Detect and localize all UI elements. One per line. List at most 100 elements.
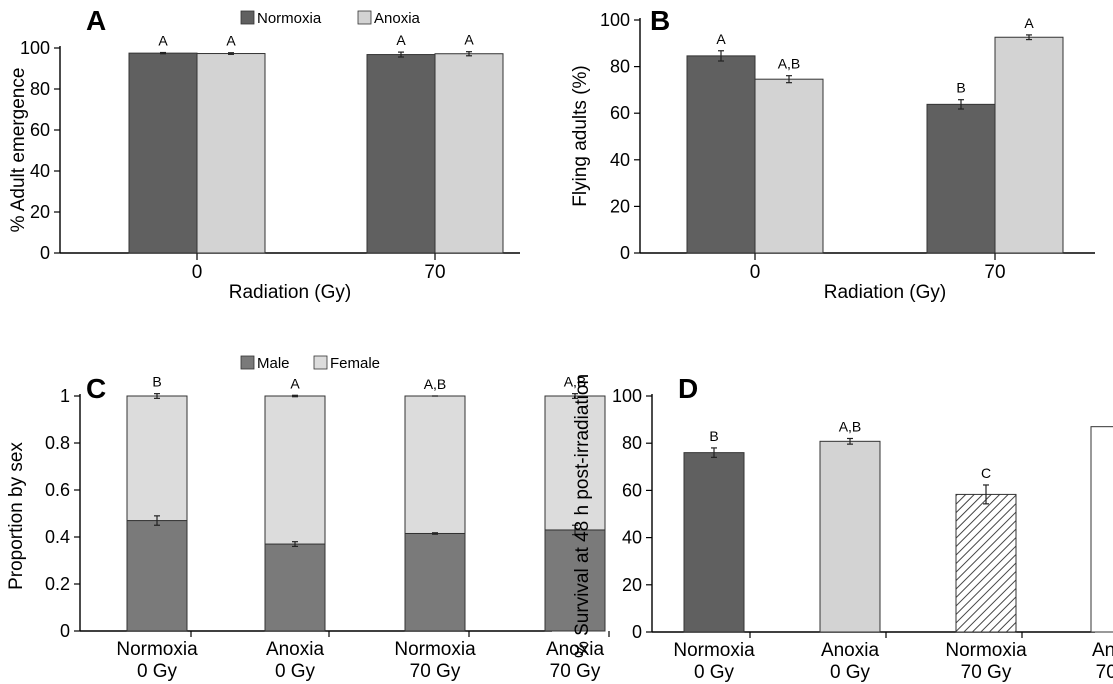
significance-label: A,B xyxy=(839,418,862,434)
y-tick-label: 80 xyxy=(30,79,50,99)
x-tick-label-line1: Anoxia xyxy=(821,640,880,661)
y-tick-label: 0 xyxy=(60,621,70,641)
x-tick-label-line1: Normoxia xyxy=(116,639,198,660)
panel-label: D xyxy=(678,373,698,404)
legend-label: Anoxia xyxy=(374,10,421,27)
bar xyxy=(1090,426,1113,633)
significance-label: A,B xyxy=(424,376,447,392)
panel-label: C xyxy=(86,373,106,404)
y-tick-label: 40 xyxy=(610,150,630,170)
y-tick-label: 0.2 xyxy=(45,574,70,594)
x-tick-label-line2: 70 Gy xyxy=(410,661,461,682)
y-tick-label: 20 xyxy=(622,575,642,595)
bar-male xyxy=(126,520,188,632)
bar xyxy=(926,103,996,254)
x-tick-label-line2: 0 Gy xyxy=(694,662,735,683)
y-tick-label: 40 xyxy=(622,528,642,548)
y-tick-label: 60 xyxy=(622,480,642,500)
x-tick-label: 0 xyxy=(192,262,203,283)
significance-label: A xyxy=(158,33,168,49)
y-tick-label: 20 xyxy=(30,202,50,222)
x-tick-label-line1: Normoxia xyxy=(673,640,755,661)
bar xyxy=(955,493,1017,633)
bar xyxy=(754,78,824,254)
legend-label: Normoxia xyxy=(257,10,322,27)
x-tick-label-line1: Normoxia xyxy=(394,639,476,660)
panel-label: B xyxy=(650,5,670,36)
x-tick-label: 0 xyxy=(750,262,761,283)
y-tick-label: 0 xyxy=(40,243,50,263)
y-tick-label: 60 xyxy=(30,120,50,140)
bar xyxy=(683,452,745,633)
bar-male xyxy=(404,532,466,632)
x-tick-label-line2: 70 Gy xyxy=(1096,662,1113,683)
y-tick-label: 60 xyxy=(610,103,630,123)
x-tick-label-line2: 0 Gy xyxy=(275,661,316,682)
legend-swatch xyxy=(240,10,255,25)
panel-b: 0 20 40 60 80 100 0 A A,B 70 B A Radiation (Gy) Flyin… xyxy=(570,5,1095,303)
significance-label: C xyxy=(981,465,991,481)
bar xyxy=(819,440,881,633)
bar-male xyxy=(264,543,326,632)
y-tick-label: 1 xyxy=(60,386,70,406)
legend-swatch xyxy=(240,355,255,370)
bar-female xyxy=(544,395,606,531)
significance-label: A xyxy=(290,375,300,391)
panel-label: A xyxy=(86,5,106,36)
y-tick-label: 20 xyxy=(610,196,630,216)
significance-label: A xyxy=(396,32,406,48)
x-tick-label-line1: Anoxia xyxy=(546,639,605,660)
bar-female xyxy=(126,395,188,522)
x-tick-label-line2: 0 Gy xyxy=(137,661,178,682)
significance-label: B xyxy=(152,374,161,390)
y-tick-label: 0.6 xyxy=(45,480,70,500)
y-tick-label: 0 xyxy=(632,622,642,642)
y-tick-label: 100 xyxy=(612,386,642,406)
bar xyxy=(128,52,198,254)
y-tick-label: 0.8 xyxy=(45,433,70,453)
bar xyxy=(366,54,436,254)
y-tick-label: 80 xyxy=(610,57,630,77)
x-axis-title: Radiation (Gy) xyxy=(229,282,352,303)
bar xyxy=(686,55,756,254)
y-tick-label: 0 xyxy=(620,243,630,263)
x-tick-label-line2: 0 Gy xyxy=(830,662,871,683)
significance-label: A xyxy=(464,32,474,48)
y-tick-label: 100 xyxy=(600,10,630,30)
bar-female xyxy=(404,395,466,534)
x-tick-label-line2: 70 Gy xyxy=(961,662,1012,683)
significance-label: A,B xyxy=(564,374,587,390)
x-axis-title: Radiation (Gy) xyxy=(824,282,947,303)
legend-label: Male xyxy=(257,355,290,372)
y-tick-label: 40 xyxy=(30,161,50,181)
legend-swatch xyxy=(313,355,328,370)
y-tick-label: 0.4 xyxy=(45,527,70,547)
x-tick-label: 70 xyxy=(424,262,445,283)
significance-label: B xyxy=(709,428,718,444)
significance-label: A xyxy=(716,31,726,47)
bar-female xyxy=(264,395,326,545)
y-axis-title: Proportion by sex xyxy=(6,442,27,590)
bar-male xyxy=(544,529,606,632)
legend-swatch xyxy=(357,10,372,25)
bar xyxy=(196,53,266,254)
bar xyxy=(434,53,504,254)
x-tick-label-line1: Anoxia xyxy=(1092,640,1113,661)
x-tick-label-line1: Normoxia xyxy=(945,640,1027,661)
y-axis-title: Flying adults (%) xyxy=(570,65,591,207)
panel-a: 0 20 40 60 80 100 0 A A 70 A A Radiation (Gy) % Adult… xyxy=(8,5,520,303)
y-axis-title: % Survival at 48 h post-irradiation xyxy=(572,374,593,658)
x-tick-label-line2: 70 Gy xyxy=(550,661,601,682)
significance-label: B xyxy=(956,80,965,96)
y-tick-label: 80 xyxy=(622,433,642,453)
x-tick-label-line1: Anoxia xyxy=(266,639,325,660)
legend-label: Female xyxy=(330,355,380,372)
x-tick-label: 70 xyxy=(984,262,1005,283)
significance-label: A xyxy=(1024,15,1034,31)
bar xyxy=(994,36,1064,254)
significance-label: A,B xyxy=(778,56,801,72)
y-tick-label: 100 xyxy=(20,38,50,58)
significance-label: A xyxy=(226,33,236,49)
